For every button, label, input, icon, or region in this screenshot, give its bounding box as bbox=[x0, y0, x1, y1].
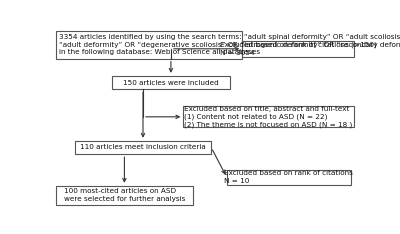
FancyBboxPatch shape bbox=[183, 106, 354, 127]
FancyBboxPatch shape bbox=[227, 169, 351, 185]
Text: 3354 articles identified by using the search terms: “adult spinal deformity” OR : 3354 articles identified by using the se… bbox=[59, 34, 400, 55]
FancyBboxPatch shape bbox=[242, 41, 354, 57]
Text: Excluded based on rank of citations
N = 10: Excluded based on rank of citations N = … bbox=[224, 170, 353, 184]
Text: 110 articles meet inclusion criteria: 110 articles meet inclusion criteria bbox=[80, 144, 206, 150]
FancyBboxPatch shape bbox=[56, 186, 193, 205]
FancyBboxPatch shape bbox=[112, 76, 230, 89]
Text: 150 articles were included: 150 articles were included bbox=[123, 80, 219, 86]
FancyBboxPatch shape bbox=[75, 141, 211, 154]
Text: 100 most-cited articles on ASD
were selected for further analysis: 100 most-cited articles on ASD were sele… bbox=[64, 188, 185, 202]
Text: Excluded based on rank of citations (>150)
N = 3054: Excluded based on rank of citations (>15… bbox=[220, 42, 376, 56]
Text: Excluded based on title, abstract and full-text
(1) Content not related to ASD (: Excluded based on title, abstract and fu… bbox=[184, 106, 353, 128]
FancyBboxPatch shape bbox=[56, 31, 242, 59]
